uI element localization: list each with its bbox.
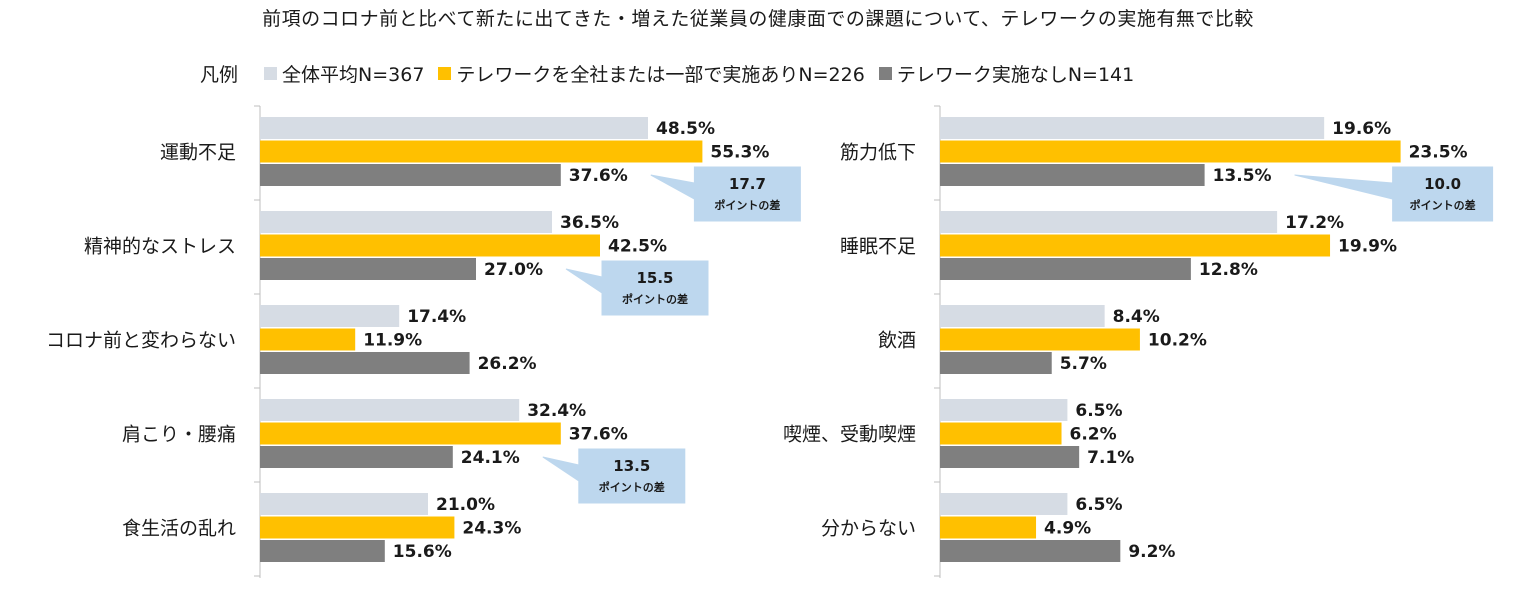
value-label: 26.2% — [478, 354, 537, 374]
legend-item-telework-no: テレワーク実施なしN=141 — [878, 60, 1135, 87]
value-label: 12.8% — [1199, 260, 1258, 280]
category-label: 喫煙、受動喫煙 — [783, 424, 916, 446]
value-label: 32.4% — [527, 401, 586, 421]
callout-value: 10.0 — [1424, 175, 1461, 193]
category-label: 分からない — [821, 518, 916, 540]
value-label: 36.5% — [560, 213, 619, 233]
value-label: 13.5% — [1213, 166, 1272, 186]
value-label: 42.5% — [608, 237, 667, 257]
category-label: 肩こり・腰痛 — [122, 424, 236, 446]
bar — [260, 399, 520, 421]
value-label: 21.0% — [436, 495, 495, 515]
bar — [940, 422, 1062, 445]
value-label: 19.6% — [1332, 119, 1391, 139]
bar — [260, 446, 453, 468]
bar — [940, 399, 1068, 421]
bar — [260, 328, 356, 351]
value-label: 6.5% — [1075, 495, 1122, 515]
value-label: 11.9% — [363, 331, 422, 351]
callout-text: ポイントの差 — [599, 480, 665, 494]
legend-label-telework-yes: テレワークを全社または一部で実施ありN=226 — [456, 63, 865, 86]
legend-swatch-telework-no — [878, 66, 892, 80]
category-label: 睡眠不足 — [840, 236, 916, 258]
category-label: 食生活の乱れ — [122, 518, 236, 540]
bar — [260, 211, 552, 233]
bar — [260, 493, 428, 515]
value-label: 9.2% — [1128, 542, 1175, 562]
value-label: 19.9% — [1338, 237, 1397, 257]
bar — [940, 328, 1140, 351]
callout-text: ポイントの差 — [1410, 198, 1476, 212]
bar — [260, 540, 385, 562]
bar — [940, 234, 1331, 257]
category-label: 筋力低下 — [840, 142, 916, 164]
value-label: 27.0% — [484, 260, 543, 280]
bar — [940, 446, 1080, 468]
value-label: 24.1% — [461, 448, 520, 468]
legend-swatch-telework-yes — [438, 66, 452, 80]
value-label: 23.5% — [1409, 143, 1468, 163]
bar — [940, 516, 1037, 539]
callout-value: 15.5 — [636, 269, 673, 287]
callout-box — [650, 166, 801, 222]
bar — [940, 164, 1205, 186]
callout-box — [542, 448, 686, 504]
legend: 凡例 全体平均N=367 テレワークを全社または一部で実施ありN=226 テレワ… — [200, 58, 1148, 88]
value-label: 10.2% — [1148, 331, 1207, 351]
value-label: 6.2% — [1070, 425, 1117, 445]
callout-value: 13.5 — [613, 457, 650, 475]
category-label: 運動不足 — [160, 142, 236, 164]
bar — [260, 117, 648, 139]
legend-swatch-overall — [264, 66, 278, 80]
category-label: 飲酒 — [878, 330, 916, 352]
bar — [940, 540, 1121, 562]
bar — [940, 117, 1325, 139]
legend-item-overall: 全体平均N=367 — [264, 60, 424, 87]
value-label: 48.5% — [656, 119, 715, 139]
value-label: 37.6% — [569, 425, 628, 445]
value-label: 7.1% — [1087, 448, 1134, 468]
bar — [260, 305, 400, 327]
bar — [260, 164, 561, 186]
bar — [940, 211, 1278, 233]
bar — [260, 516, 455, 539]
bar — [260, 258, 476, 280]
value-label: 17.2% — [1285, 213, 1344, 233]
bar — [940, 140, 1401, 163]
value-label: 24.3% — [462, 519, 521, 539]
value-label: 15.6% — [393, 542, 452, 562]
value-label: 6.5% — [1075, 401, 1122, 421]
bar — [260, 422, 561, 445]
bar — [940, 493, 1068, 515]
value-label: 55.3% — [710, 143, 769, 163]
category-label: コロナ前と変わらない — [46, 330, 236, 352]
bar — [940, 352, 1052, 374]
callout-text: ポイントの差 — [714, 198, 780, 212]
category-label: 精神的なストレス — [84, 236, 236, 258]
value-label: 37.6% — [569, 166, 628, 186]
value-label: 17.4% — [407, 307, 466, 327]
value-label: 8.4% — [1113, 307, 1160, 327]
chart-title: 前項のコロナ前と比べて新たに出てきた・増えた従業員の健康面での課題について、テレ… — [262, 8, 1254, 30]
bar — [260, 234, 600, 257]
legend-title: 凡例 — [200, 63, 239, 86]
callout-value: 17.7 — [729, 175, 766, 193]
callout-box — [565, 260, 709, 316]
callout-box — [1294, 166, 1494, 222]
legend-label-telework-no: テレワーク実施なしN=141 — [896, 63, 1135, 86]
bar — [940, 258, 1191, 280]
legend-label-overall: 全体平均N=367 — [282, 63, 425, 86]
legend-item-telework-yes: テレワークを全社または一部で実施ありN=226 — [438, 60, 865, 87]
callout-text: ポイントの差 — [622, 292, 688, 306]
value-label: 5.7% — [1060, 354, 1107, 374]
bar — [260, 352, 470, 374]
bar — [940, 305, 1105, 327]
bar — [260, 140, 703, 163]
value-label: 4.9% — [1044, 519, 1091, 539]
